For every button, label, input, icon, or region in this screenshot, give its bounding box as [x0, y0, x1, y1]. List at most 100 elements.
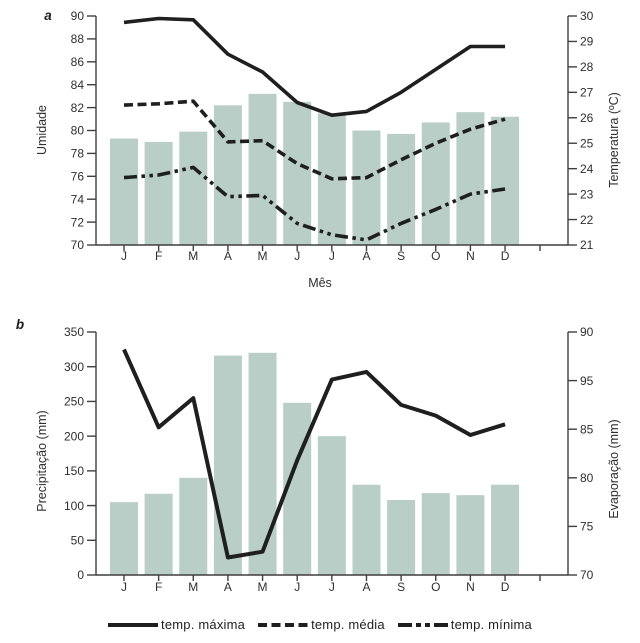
bar [456, 495, 485, 575]
left-axis-tick-label: 350 [64, 325, 84, 339]
line-temp-minima [123, 165, 506, 242]
left-axis-tick-label: 80 [71, 124, 85, 138]
right-axis-tick-label: 75 [580, 520, 594, 534]
line-temp-media [123, 99, 506, 181]
x-axis-tick-label: F [155, 580, 162, 594]
line-temp-maxima [123, 16, 506, 117]
bar [248, 352, 277, 575]
panel-label-b: b [16, 317, 24, 332]
bar [179, 131, 208, 245]
left-axis-tick-label: 50 [71, 533, 85, 547]
bar [144, 493, 173, 575]
dash-dot-dot-line-swatch-icon [397, 622, 448, 627]
x-axis-tick-label: J [294, 249, 300, 263]
left-axis-tick-label: 78 [71, 147, 85, 161]
left-axis-tick-label: 70 [71, 238, 85, 252]
left-axis-tick-label: 74 [71, 192, 85, 206]
bar [421, 493, 450, 575]
x-axis-tick-label: O [431, 580, 440, 594]
x-axis-tick-label: M [258, 580, 268, 594]
bar [213, 355, 242, 575]
left-axis-tick-label: 0 [77, 568, 84, 582]
left-axis-title: Umidade [35, 105, 49, 155]
right-axis-tick-label: 23 [580, 187, 594, 201]
bar [387, 500, 416, 575]
bar [317, 436, 346, 575]
right-axis-tick-label: 21 [580, 238, 594, 252]
chart-a-bars [110, 93, 520, 246]
legend-label: temp. máxima [161, 617, 246, 632]
left-axis-tick-label: 82 [71, 101, 85, 115]
left-axis-tick-label: 76 [71, 170, 85, 184]
x-axis-title: Mês [308, 276, 332, 290]
legend-label: temp. média [311, 617, 385, 632]
right-axis-tick-label: 28 [580, 60, 594, 74]
chart-a: J F M A M J J A S O N D 70 72 74 76 78 80 82 84 86 88 90 21 22 23… [35, 8, 621, 290]
legend-item-temp-media: temp. média [258, 617, 385, 632]
solid-line-swatch-icon [108, 622, 159, 627]
x-axis-tick-label: M [188, 249, 198, 263]
legend-item-temp-maxima: temp. máxima [108, 617, 245, 632]
x-axis-tick-label: A [362, 580, 370, 594]
bar [352, 130, 381, 245]
right-axis-tick-label: 27 [580, 86, 594, 100]
right-axis-tick-label: 90 [580, 325, 594, 339]
bar [110, 138, 138, 245]
bar [491, 116, 520, 245]
x-axis-tick-label: N [466, 580, 475, 594]
x-axis-tick-label: N [466, 249, 475, 263]
left-axis-tick-label: 150 [64, 464, 84, 478]
right-axis-tick-label: 30 [580, 9, 594, 23]
left-axis-tick-label: 84 [71, 78, 85, 92]
bar [352, 484, 381, 575]
x-axis-tick-label: J [121, 249, 127, 263]
right-axis-tick-label: 22 [580, 213, 594, 227]
bar [144, 141, 173, 245]
x-axis-tick-label: J [121, 580, 127, 594]
x-axis-tick-label: S [397, 249, 405, 263]
right-axis-title: Evaporação (mm) [607, 419, 621, 518]
left-axis-tick-label: 90 [71, 9, 85, 23]
x-axis-tick-label: F [155, 249, 162, 263]
left-axis-tick-label: 88 [71, 32, 85, 46]
x-axis-tick-label: A [362, 249, 370, 263]
legend: temp. máxima temp. média temp. mínima [0, 617, 640, 632]
right-axis-tick-label: 80 [580, 471, 594, 485]
right-axis-tick-label: 25 [580, 136, 594, 150]
right-axis-title: Temperatura (ºC) [607, 92, 621, 188]
bar [248, 93, 277, 245]
right-axis-tick-label: 26 [580, 111, 594, 125]
bar [491, 484, 520, 575]
x-axis-tick-label: M [258, 249, 268, 263]
x-axis-tick-label: O [431, 249, 440, 263]
left-axis-title: Precipitação (mm) [35, 410, 49, 511]
chart-b-bars [110, 352, 520, 575]
left-axis-tick-label: 100 [64, 499, 84, 513]
right-axis-tick-label: 95 [580, 374, 594, 388]
bar [421, 122, 450, 245]
chart-b: J F M A M J J A S O N D 0 50 100 150 200 250 300 350 90 95 85 8… [16, 317, 621, 594]
left-axis-tick-label: 250 [64, 395, 84, 409]
bar [456, 112, 485, 246]
x-axis-tick-label: J [294, 580, 300, 594]
x-axis-tick-label: S [397, 580, 405, 594]
left-axis-tick-label: 200 [64, 429, 84, 443]
right-axis-tick-label: 85 [580, 422, 594, 436]
legend-item-temp-minima: temp. mínima [397, 617, 532, 632]
left-axis-tick-label: 86 [71, 55, 85, 69]
right-axis-tick-label: 29 [580, 35, 594, 49]
dashed-line-swatch-icon [258, 622, 309, 627]
bar [213, 105, 242, 245]
legend-label: temp. mínima [450, 617, 532, 632]
panel-label-a: a [44, 8, 52, 23]
right-axis-tick-label: 24 [580, 162, 594, 176]
line-evaporacao-mm [122, 348, 506, 560]
x-axis-tick-label: M [188, 580, 198, 594]
left-axis-tick-label: 300 [64, 360, 84, 374]
left-axis-tick-label: 72 [71, 215, 85, 229]
x-axis-tick-label: A [224, 249, 232, 263]
x-axis-tick-label: D [501, 580, 510, 594]
right-axis-tick-label: 70 [580, 568, 594, 582]
x-axis-tick-label: J [329, 580, 335, 594]
